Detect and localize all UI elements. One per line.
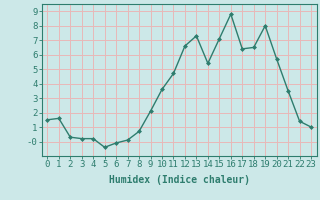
X-axis label: Humidex (Indice chaleur): Humidex (Indice chaleur) — [109, 175, 250, 185]
